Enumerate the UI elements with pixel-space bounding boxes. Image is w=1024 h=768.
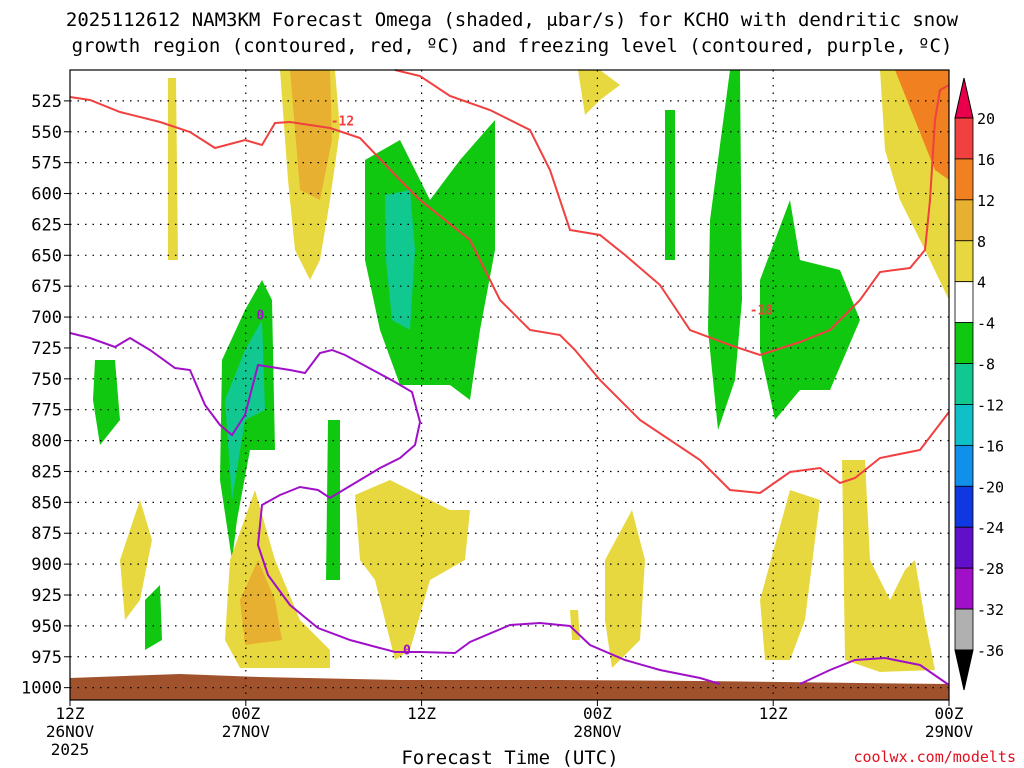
x-tick-label: 26NOV: [46, 722, 95, 741]
x-tick-label: 12Z: [407, 704, 436, 723]
y-tick-label: 625: [31, 215, 62, 235]
omega-negative-region: [93, 360, 120, 445]
colorbar-segment: [954, 281, 974, 324]
colorbar-segment: [954, 117, 974, 160]
y-tick-label: 925: [31, 586, 62, 606]
colorbar-segment: [954, 199, 974, 242]
y-tick-label: 650: [31, 246, 62, 266]
omega-positive-region: [168, 78, 178, 260]
omega-positive-region: [120, 500, 152, 620]
omega-negative-region: [760, 200, 860, 420]
y-tick-label: 900: [31, 555, 62, 575]
colorbar-label: 8: [977, 233, 986, 251]
colorbar-label: -16: [977, 437, 1004, 455]
y-tick-label: 975: [31, 648, 62, 668]
colorbar-label: 4: [977, 274, 986, 292]
y-tick-label: 950: [31, 617, 62, 637]
y-tick-label: 850: [31, 493, 62, 513]
colorbar-label: 12: [977, 192, 995, 210]
y-tick-label: 575: [31, 154, 62, 174]
colorbar-segment: [954, 526, 974, 569]
omega-positive-region: [842, 460, 935, 672]
colorbar-label: -8: [977, 356, 995, 374]
omega-negative-region: [365, 120, 495, 400]
colorbar-top-arrow: [954, 77, 974, 119]
y-tick-label: 800: [31, 432, 62, 452]
colorbar-segment: [954, 608, 974, 651]
omega-negative-core: [225, 320, 265, 500]
x-tick-label: 12Z: [759, 704, 788, 723]
x-tick-label: 00Z: [583, 704, 612, 723]
x-axis-label: Forecast Time (UTC): [401, 747, 618, 768]
colorbar-segment: [954, 322, 974, 364]
omega-positive-core: [240, 560, 282, 645]
y-tick-label: 675: [31, 277, 62, 297]
omega-negative-region: [665, 110, 675, 260]
colorbar-segment: [954, 485, 974, 528]
grid: [70, 70, 949, 700]
omega-positive-region: [578, 70, 620, 115]
ground-surface: [70, 674, 949, 700]
omega-negative-region: [145, 585, 162, 650]
y-tick-label: 1000: [21, 679, 62, 699]
y-tick-label: 825: [31, 462, 62, 482]
x-tick-label: 28NOV: [573, 722, 622, 741]
x-tick-label: 00Z: [935, 704, 964, 723]
colorbar-label: -36: [977, 642, 1004, 660]
colorbar-label: -20: [977, 478, 1004, 496]
x-tick-label: 12Z: [56, 704, 85, 723]
colorbar-bottom-arrow: [954, 649, 974, 691]
colorbar-label: 20: [977, 110, 995, 128]
colorbar-label: -4: [977, 315, 995, 333]
plot-area: -12 -18 0 0: [69, 69, 950, 701]
y-tick-label: 600: [31, 185, 62, 205]
x-tick-label: 27NOV: [222, 722, 271, 741]
colorbar-label: -24: [977, 519, 1004, 537]
x-tick-label: 29NOV: [925, 722, 974, 741]
omega-positive-region: [355, 480, 470, 660]
omega-negative-region: [326, 420, 340, 580]
colorbar-label: 16: [977, 151, 995, 169]
colorbar: 20 16 12 8 4 -4 -8 -12 -16 -20 -24 -28 -32 -36: [954, 77, 1004, 691]
colorbar-segment: [954, 158, 974, 201]
y-tick-label: 725: [31, 339, 62, 359]
colorbar-segment: [954, 404, 974, 446]
colorbar-label: -12: [977, 396, 1004, 414]
plot-border: [69, 69, 950, 701]
y-tick-label: 875: [31, 524, 62, 544]
colorbar-segment: [954, 567, 974, 610]
chart-title-line2: growth region (contoured, red, ºC) and f…: [72, 35, 953, 57]
contour-label: -12: [331, 115, 354, 130]
freezing-level-contour: [69, 332, 950, 686]
omega-positive-region: [605, 510, 645, 668]
colorbar-label: -28: [977, 560, 1004, 578]
contour-label: 0: [403, 643, 411, 658]
dgz-contour-lower: [394, 69, 950, 357]
colorbar-segment: [954, 444, 974, 487]
contour-label: 0: [257, 309, 265, 324]
y-tick-label: 525: [31, 92, 62, 112]
colorbar-label: -32: [977, 601, 1004, 619]
omega-positive-core: [290, 70, 332, 200]
omega-shading: [93, 70, 949, 672]
y-tick-label: 550: [31, 123, 62, 143]
chart-title-line1: 2025112612 NAM3KM Forecast Omega (shaded…: [66, 9, 959, 31]
y-tick-label: 750: [31, 370, 62, 390]
omega-positive-core: [895, 70, 949, 180]
colorbar-segment: [954, 363, 974, 405]
x-tick-label: 2025: [51, 740, 90, 759]
y-axis: 525 550 575 600 625 650 675 700 725 750 775 800 825 8…: [21, 92, 70, 699]
contour-labels: -12 -18 0 0: [257, 115, 774, 659]
y-tick-label: 700: [31, 308, 62, 328]
watermark: coolwx.com/modelts: [853, 748, 1016, 766]
contour-label: -18: [750, 304, 774, 319]
x-tick-label: 00Z: [231, 704, 260, 723]
dgz-contour-upper: [69, 96, 950, 495]
colorbar-segment: [954, 240, 974, 283]
omega-positive-region: [760, 490, 820, 660]
y-tick-label: 775: [31, 401, 62, 421]
